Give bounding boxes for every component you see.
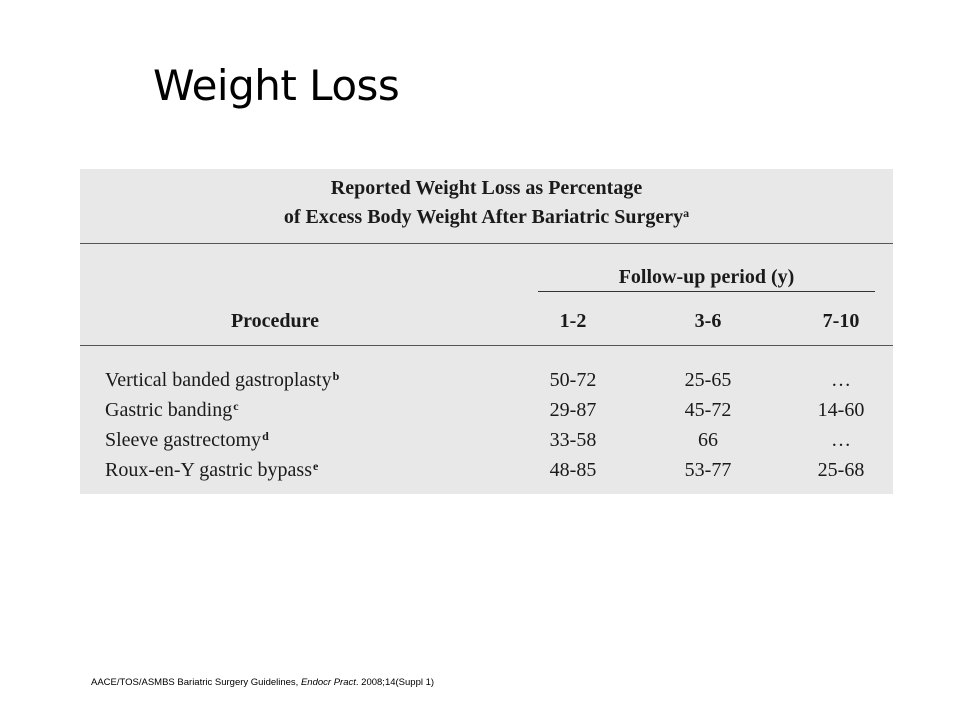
row-period-3: …: [831, 429, 851, 451]
row-footnote-mark: b: [332, 369, 340, 383]
weight-loss-table: Reported Weight Loss as Percentage of Ex…: [80, 169, 893, 494]
table-caption: Reported Weight Loss as Percentage of Ex…: [80, 169, 893, 243]
row-footnote-mark: e: [313, 459, 319, 473]
row-footnote-mark: d: [262, 429, 269, 443]
header-period-2: 3-6: [694, 310, 722, 332]
table-caption-line1: Reported Weight Loss as Percentage: [330, 177, 643, 199]
table-caption-line2: of Excess Body Weight After Bariatric Su…: [80, 203, 893, 232]
slide-title: Weight Loss: [153, 61, 400, 110]
followup-period-header: Follow-up period (y): [618, 266, 795, 288]
row-period-3: 25-68: [817, 459, 865, 481]
followup-underline: [538, 291, 875, 292]
table-row: Roux-en-Y gastric bypasse 48-85 53-77 25…: [80, 455, 893, 485]
row-period-2: 66: [698, 429, 718, 451]
row-footnote-mark: c: [233, 399, 239, 413]
row-period-1: 48-85: [549, 459, 597, 481]
row-period-1: 33-58: [549, 429, 597, 451]
row-procedure-label: Sleeve gastrectomy: [105, 429, 262, 451]
table-top-rule: [80, 243, 893, 244]
citation-footnote: AACE/TOS/ASMBS Bariatric Surgery Guideli…: [91, 676, 434, 690]
citation-journal: Endocr Pract: [300, 677, 356, 688]
table-caption-line2-text: of Excess Body Weight After Bariatric Su…: [283, 206, 684, 228]
table-body: Vertical banded gastroplastyb 50-72 25-6…: [80, 365, 893, 485]
table-caption-footnote-mark: a: [683, 206, 690, 220]
row-procedure: Gastric bandingc: [105, 395, 525, 425]
header-period-1: 1-2: [559, 310, 587, 332]
row-procedure: Sleeve gastrectomyd: [105, 425, 525, 455]
row-period-1: 29-87: [549, 399, 597, 421]
header-procedure: Procedure: [230, 310, 320, 332]
row-period-2: 53-77: [684, 459, 732, 481]
row-period-2: 45-72: [684, 399, 732, 421]
row-procedure-label: Roux-en-Y gastric bypass: [105, 459, 312, 481]
table-row: Vertical banded gastroplastyb 50-72 25-6…: [80, 365, 893, 395]
row-procedure-label: Gastric banding: [105, 399, 233, 421]
row-period-1: 50-72: [549, 369, 597, 391]
table-header-rule: [80, 345, 893, 346]
row-procedure-label: Vertical banded gastroplasty: [105, 369, 332, 391]
citation-prefix: AACE/TOS/ASMBS Bariatric Surgery Guideli…: [91, 677, 301, 688]
row-period-3: …: [831, 369, 851, 391]
table-row: Gastric bandingc 29-87 45-72 14-60: [80, 395, 893, 425]
header-period-3: 7-10: [822, 310, 860, 332]
citation-suffix: . 2008;14(Suppl 1): [355, 677, 435, 688]
table-header-row: Procedure 1-2 3-6 7-10: [80, 307, 893, 335]
row-period-2: 25-65: [684, 369, 732, 391]
row-procedure: Roux-en-Y gastric bypasse: [105, 455, 525, 485]
row-period-3: 14-60: [817, 399, 865, 421]
table-row: Sleeve gastrectomyd 33-58 66 …: [80, 425, 893, 455]
row-procedure: Vertical banded gastroplastyb: [105, 365, 525, 395]
